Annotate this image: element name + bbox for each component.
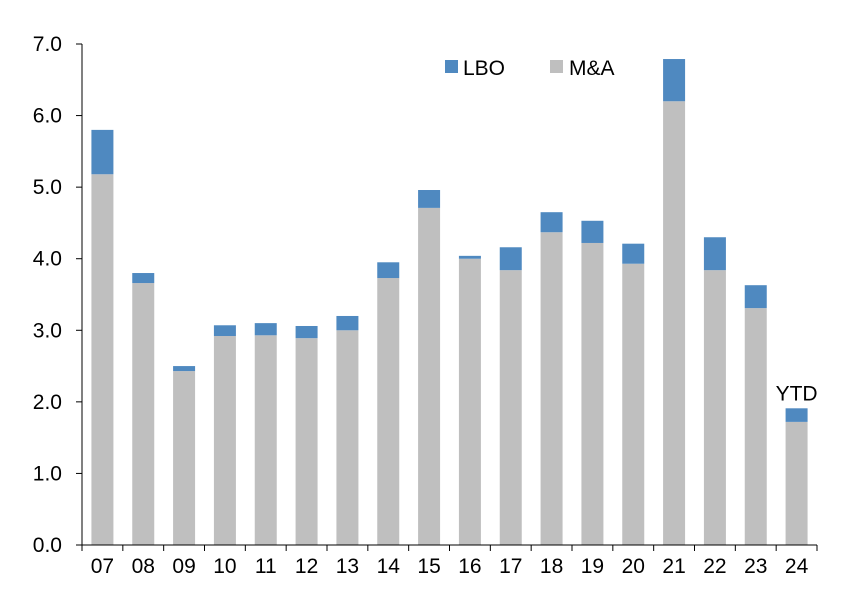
bar-lbo-24 [785,408,808,422]
x-tick-label-19: 19 [581,555,604,578]
bar-lbo-12 [295,325,318,339]
bar-lbo-18 [540,212,563,233]
x-tick-label-17: 17 [499,555,522,578]
axes-group: 07 08 09 10 11 12 13 14 15 16 17 18 19 20 21 22 23 24 0.0 1… [33,33,818,578]
bar-ma-24 [785,421,808,545]
x-tick-label-11: 11 [255,555,277,578]
bar-ma-19 [581,242,604,545]
bar-lbo-23 [744,285,767,309]
legend-swatch-ma [550,60,563,73]
x-tick-label-21: 21 [662,555,685,578]
x-tick-label-16: 16 [458,555,481,578]
x-tick-label-24: 24 [785,555,809,578]
bar-ma-15 [418,207,441,546]
y-tick-label-4.0: 4.0 [33,248,62,271]
x-tick-label-09: 09 [172,555,195,578]
y-tick-label-2.0: 2.0 [33,391,62,414]
y-tick-label-3.0: 3.0 [33,319,62,342]
bar-ma-23 [744,308,767,545]
bar-lbo-22 [703,237,726,271]
x-tick-label-22: 22 [703,555,726,578]
bar-lbo-17 [499,247,522,271]
y-tick-label-0.0: 0.0 [33,534,62,557]
annotation-ytd: YTD [776,382,818,405]
bar-ma-22 [703,270,726,545]
bar-ma-20 [622,263,645,545]
legend-label-lbo: LBO [463,57,505,80]
bar-lbo-09 [173,366,196,372]
bar-lbo-11 [254,323,277,336]
x-tick-label-14: 14 [377,555,401,578]
bar-lbo-21 [663,59,686,102]
x-tick-label-18: 18 [540,555,563,578]
bar-ma-09 [173,371,196,545]
bar-ma-12 [295,338,318,545]
bar-ma-08 [132,283,155,545]
x-tick-label-23: 23 [744,555,767,578]
bar-ma-17 [499,270,522,545]
bar-ma-13 [336,330,359,545]
x-tick-label-07: 07 [91,555,114,578]
bar-lbo-13 [336,315,359,331]
bar-lbo-08 [132,273,155,284]
legend-swatch-lbo [445,60,458,73]
bar-ma-07 [91,174,114,545]
bar-ma-21 [663,101,686,545]
y-tick-label-6.0: 6.0 [33,105,62,128]
bar-ma-18 [540,232,563,546]
x-tick-label-15: 15 [417,555,440,578]
x-tick-label-10: 10 [213,555,236,578]
bar-lbo-15 [418,190,441,208]
x-tick-label-13: 13 [336,555,359,578]
legend: LBO M&A [445,57,615,80]
y-tick-label-1.0: 1.0 [33,462,62,485]
x-tick-label-12: 12 [295,555,318,578]
bar-ma-10 [213,336,236,545]
bar-lbo-16 [458,255,481,259]
bar-lbo-10 [213,325,236,337]
y-tick-label-7.0: 7.0 [33,33,62,56]
y-tick-label-5.0: 5.0 [33,176,62,199]
legend-label-ma: M&A [569,57,615,80]
bar-lbo-19 [581,220,604,243]
bar-ma-16 [458,258,481,545]
bar-lbo-14 [377,262,400,279]
bars-group [91,59,808,546]
bar-ma-11 [254,335,277,545]
x-tick-label-08: 08 [132,555,155,578]
x-tick-label-20: 20 [622,555,645,578]
bar-lbo-07 [91,129,114,175]
bar-lbo-20 [622,243,645,264]
bar-ma-14 [377,278,400,545]
